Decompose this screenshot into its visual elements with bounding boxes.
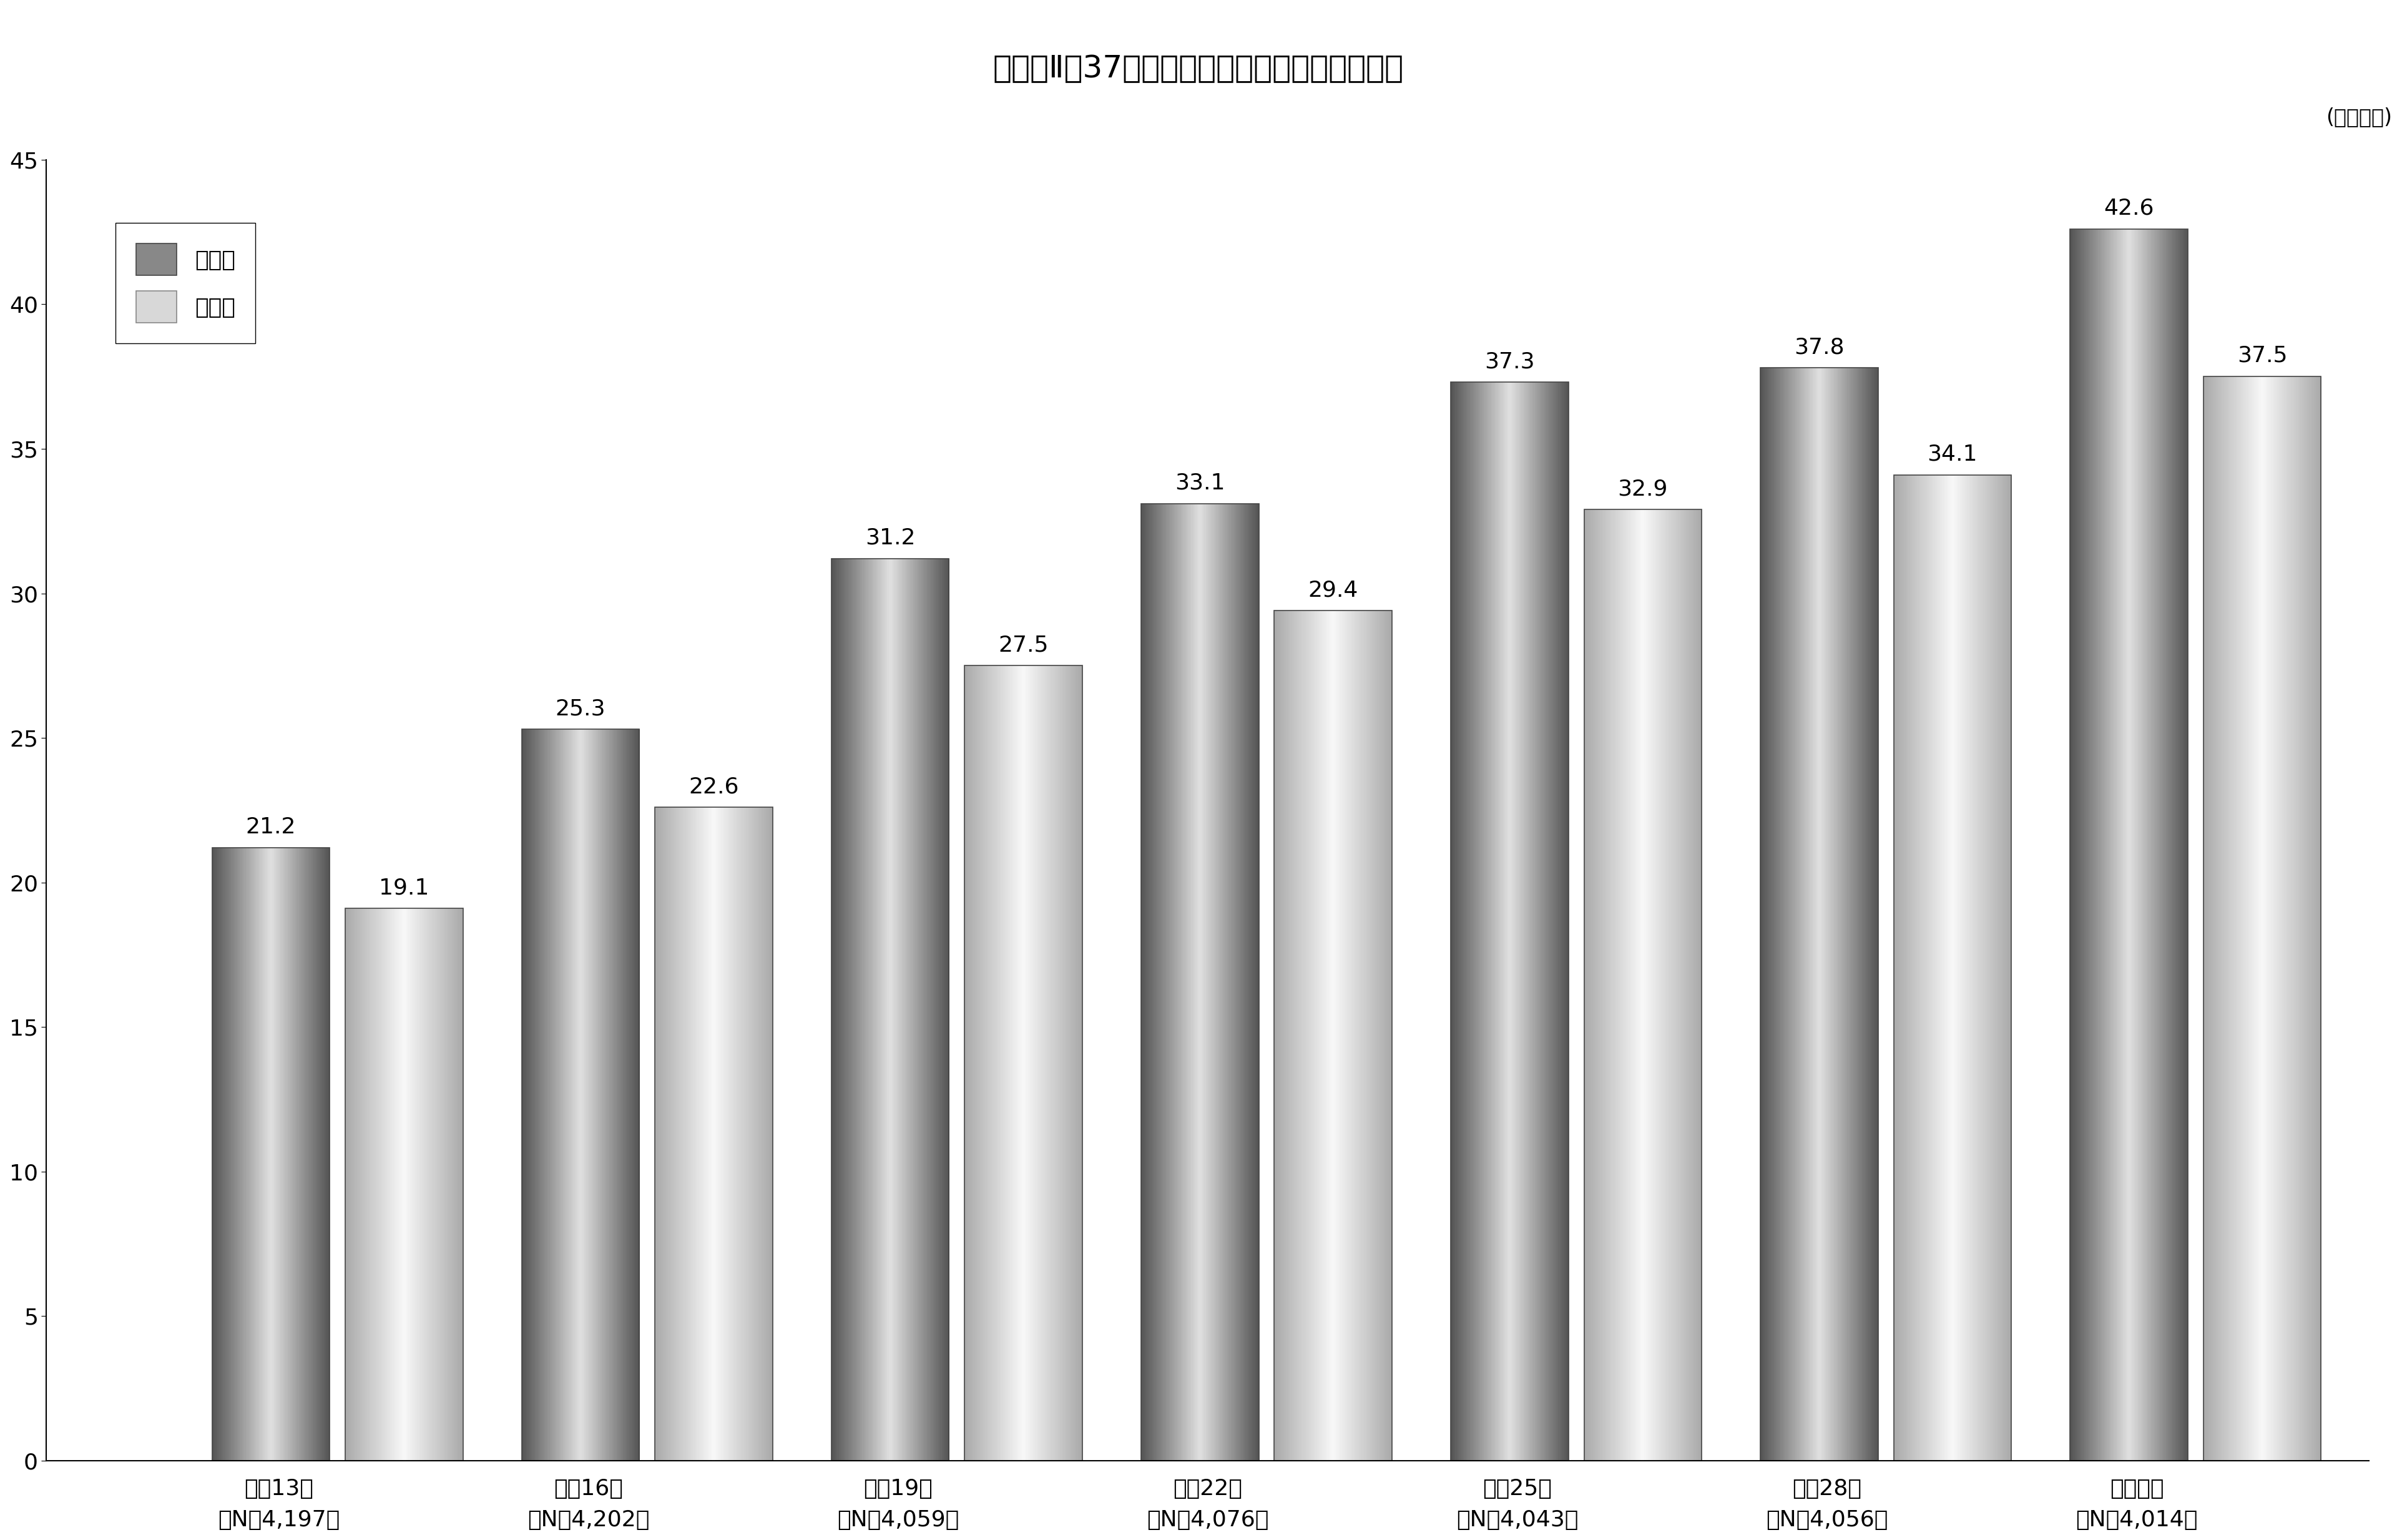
Text: 37.3: 37.3 (1484, 351, 1534, 373)
Bar (1275, 611, 1393, 1461)
Text: 25.3: 25.3 (556, 698, 606, 719)
Text: 37.8: 37.8 (1795, 337, 1846, 357)
Text: 19.1: 19.1 (379, 878, 429, 898)
Legend: 全生保, 民　保: 全生保, 民 保 (115, 223, 256, 343)
Text: 42.6: 42.6 (2105, 197, 2155, 219)
Bar (2071, 229, 2188, 1461)
Text: 「図表Ⅱ－37」　ガン保険・ガン特約の加入率: 「図表Ⅱ－37」 ガン保険・ガン特約の加入率 (992, 54, 1405, 83)
Bar (1450, 382, 1568, 1461)
Text: (単位：％): (単位：％) (2325, 106, 2392, 128)
Text: 37.5: 37.5 (2236, 345, 2287, 367)
Bar (1894, 474, 2011, 1461)
Bar (832, 559, 949, 1461)
Bar (654, 807, 772, 1461)
Bar (345, 909, 463, 1461)
Text: 34.1: 34.1 (1927, 444, 1978, 465)
Text: 21.2: 21.2 (247, 816, 295, 838)
Text: 32.9: 32.9 (1618, 479, 1668, 499)
Bar (1759, 368, 1879, 1461)
Bar (1141, 504, 1258, 1461)
Text: 22.6: 22.6 (688, 776, 738, 798)
Bar (1584, 510, 1702, 1461)
Text: 27.5: 27.5 (997, 634, 1047, 656)
Bar (523, 730, 640, 1461)
Text: 31.2: 31.2 (865, 527, 916, 548)
Text: 33.1: 33.1 (1175, 473, 1225, 494)
Bar (964, 665, 1083, 1461)
Bar (211, 849, 331, 1461)
Text: 29.4: 29.4 (1309, 579, 1359, 601)
Bar (2203, 377, 2320, 1461)
